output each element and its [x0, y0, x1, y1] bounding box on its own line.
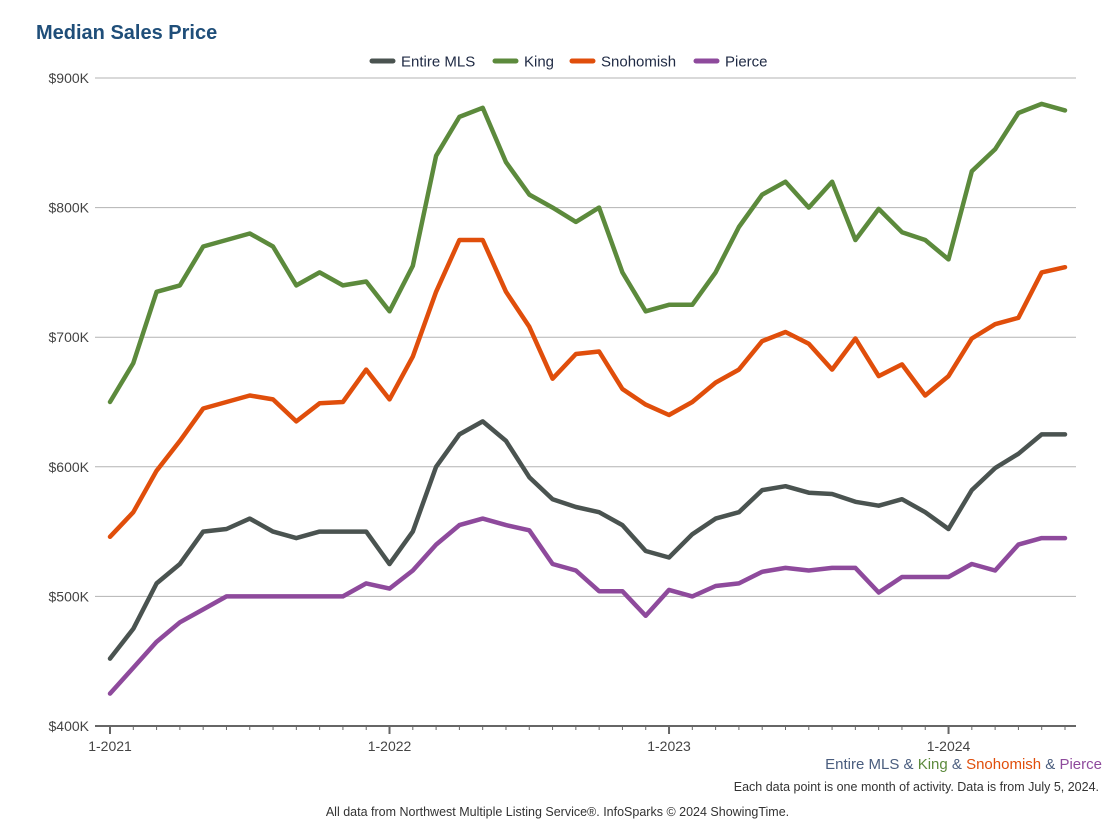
- key-separator: &: [947, 756, 967, 773]
- series-line-entire-mls: [107, 419, 1068, 661]
- key-part-entire-mls: Entire MLS: [825, 756, 900, 773]
- chart-title: Median Sales Price: [36, 22, 218, 44]
- y-tick-label: $500K: [49, 588, 90, 604]
- series-line-king: [107, 101, 1068, 405]
- legend[interactable]: Entire MLS King Snohomish Pierce: [369, 54, 768, 71]
- x-tick-label: 1-2024: [927, 738, 971, 754]
- x-tick-label: 1-2022: [368, 738, 412, 754]
- data-note: Each data point is one month of activity…: [733, 780, 1099, 794]
- x-tick-label: 1-2023: [647, 738, 691, 754]
- y-tick-label: $700K: [49, 329, 90, 345]
- y-axis-ticks: $400K $500K $600K $700K $800K $900K: [49, 70, 90, 734]
- legend-label: Snohomish: [601, 54, 676, 71]
- source-credit: All data from Northwest Multiple Listing…: [325, 805, 790, 819]
- series-key-line: Entire MLS & King & Snohomish & Pierce: [825, 756, 1102, 773]
- legend-item-entire-mls[interactable]: Entire MLS: [369, 54, 475, 71]
- y-tick-label: $900K: [49, 70, 90, 86]
- legend-item-king[interactable]: King: [492, 54, 554, 71]
- key-part-snohomish: Snohomish: [966, 756, 1042, 773]
- legend-label: King: [524, 54, 554, 71]
- y-tick-label: $800K: [49, 200, 90, 216]
- legend-label: Pierce: [725, 54, 768, 71]
- legend-item-snohomish[interactable]: Snohomish: [569, 54, 676, 71]
- legend-label: Entire MLS: [401, 54, 475, 71]
- y-tick-label: $400K: [49, 718, 90, 734]
- x-axis: 1-2021 1-2022 1-2023 1-2024: [88, 725, 1076, 754]
- series-lines: [107, 101, 1068, 696]
- key-part-pierce: Pierce: [1059, 756, 1102, 773]
- legend-item-pierce[interactable]: Pierce: [693, 54, 768, 71]
- y-tick-label: $600K: [49, 459, 90, 475]
- x-tick-label: 1-2021: [88, 738, 132, 754]
- key-part-king: King: [917, 756, 948, 773]
- series-line-snohomish: [107, 237, 1068, 540]
- key-separator: &: [1041, 756, 1060, 773]
- gridlines: [95, 77, 1076, 597]
- series-line-pierce: [107, 516, 1068, 696]
- key-separator: &: [899, 756, 918, 773]
